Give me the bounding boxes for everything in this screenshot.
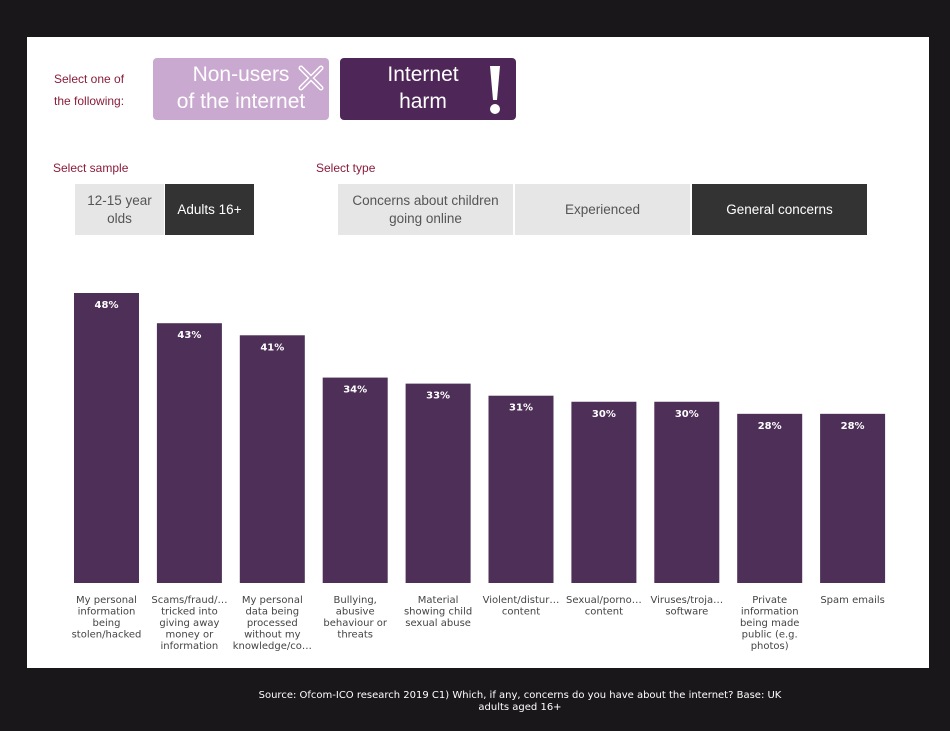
type-option-children[interactable]: Concerns about children going online [338,184,513,235]
bar-value-label: 34% [343,385,367,396]
bar-4 [322,377,388,583]
category-label: data being [245,607,299,618]
category-label: processed [247,618,298,629]
non-users-line1: Non-users [192,63,290,86]
bar-3 [239,335,305,583]
category-label: My personal [76,595,137,606]
category-label: My personal [242,595,303,606]
category-label: information [78,607,136,618]
category-label: stolen/hacked [72,630,142,641]
x-icon [298,65,324,91]
non-users-line2: of the internet [176,90,306,113]
sample-option-12-15[interactable]: 12-15 year olds [75,184,164,235]
category-label: Viruses/troja… [650,595,723,606]
category-label: behaviour or [323,618,388,629]
bar-10 [820,413,886,583]
category-label: information [741,607,799,618]
internet-harm-line2: harm [399,90,447,113]
category-label: abusive [336,607,375,618]
select-one-line1: Select one of [54,72,125,86]
bar-value-label: 48% [95,300,119,311]
category-label: showing child [404,607,472,618]
category-label: information [161,641,219,652]
bar-value-label: 31% [509,403,533,414]
bar-5 [405,383,471,583]
select-type-label: Select type [316,161,376,175]
category-label: software [665,607,708,618]
category-label: Material [418,595,459,606]
source-note: Source: Ofcom-ICO research 2019 C1) Whic… [258,690,782,713]
bar-value-label: 28% [841,421,865,432]
category-label: Bullying, [334,595,377,606]
bar-value-label: 33% [426,391,450,402]
category-label: being made [740,618,800,629]
category-label: Private [752,595,787,606]
category-label: threats [337,630,373,641]
bar-8 [654,401,720,583]
bar-9 [737,413,803,583]
category-label: being [93,618,121,629]
internet-harm-button[interactable]: Internet harm [340,58,516,120]
category-label: content [502,607,540,618]
type-option-experienced[interactable]: Experienced [515,184,690,235]
exclamation-icon [490,66,500,114]
select-sample-label: Select sample [53,161,129,175]
bar-value-label: 28% [758,421,782,432]
category-label: Scams/fraud/… [151,595,227,606]
non-users-button[interactable]: Non-users of the internet [153,58,329,120]
bar-7 [571,401,637,583]
bar-value-label: 30% [675,409,699,420]
category-label: giving away [159,618,219,629]
category-label: tricked into [161,607,218,618]
sample-option-adults[interactable]: Adults 16+ [165,184,254,235]
bar-2 [156,323,222,583]
category-label: money or [166,630,215,641]
category-label: sexual abuse [405,618,471,629]
bar-value-label: 30% [592,409,616,420]
internet-harm-line1: Internet [387,63,459,86]
category-label: knowledge/co… [233,641,312,652]
select-one-label: Select one of the following: [54,68,124,112]
category-label: Violent/distur… [483,595,560,606]
bar-6 [488,395,554,583]
category-label: content [585,607,623,618]
select-one-line2: the following: [54,94,125,108]
category-label: Spam emails [820,595,885,606]
category-label: Sexual/porno… [566,595,642,606]
category-label: without my [244,630,301,641]
category-label: photos) [751,641,789,652]
bar-1 [74,293,139,583]
bar-value-label: 43% [177,330,201,341]
bar-value-label: 41% [260,342,284,353]
type-option-general[interactable]: General concerns [692,184,867,235]
category-label: public (e.g. [742,630,798,641]
